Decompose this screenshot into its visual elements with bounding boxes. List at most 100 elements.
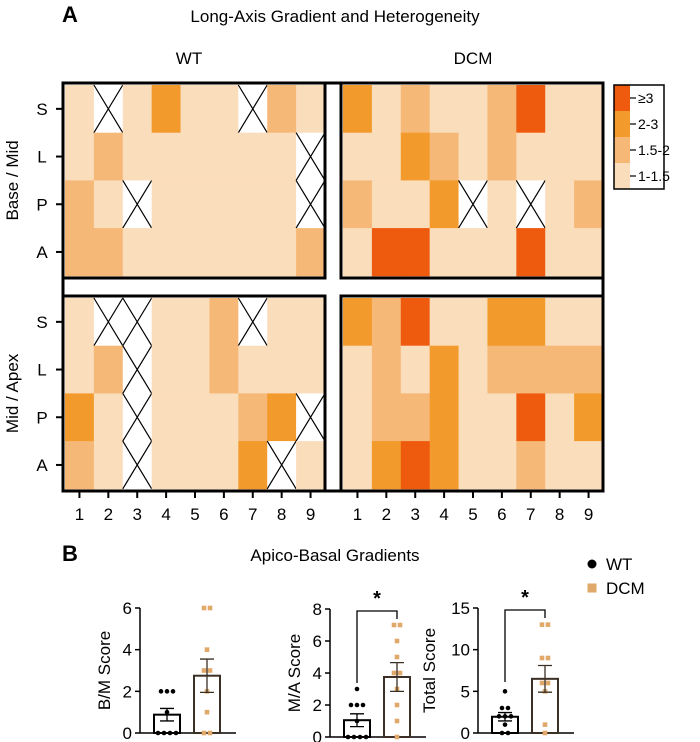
y-tick-label: 0 — [313, 728, 322, 742]
column-label: 9 — [306, 505, 315, 524]
heatmap-cell — [429, 298, 460, 347]
data-point-dcm — [545, 622, 551, 627]
y-tick-label: 5 — [461, 682, 470, 701]
data-point-wt — [505, 730, 511, 736]
bar-subplot: 0 2 4 6 B/M Score — [95, 599, 236, 742]
heatmap-cell — [343, 132, 373, 181]
heatmap-cell — [574, 298, 604, 347]
heatmap-cell — [180, 228, 210, 277]
heatmap-outer-frame — [61, 81, 605, 493]
legend-swatch — [614, 85, 630, 111]
missing-cross-icon — [295, 180, 326, 229]
data-point-dcm — [542, 730, 548, 736]
data-point-wt — [496, 714, 502, 719]
heatmap-cell — [151, 132, 182, 181]
row-label: S — [36, 100, 47, 119]
heatmap-cell — [458, 298, 488, 347]
heatmap-cell — [122, 85, 153, 134]
heatmap-cell — [343, 85, 373, 134]
heatmap-cell — [400, 85, 431, 134]
bar-subplot: 0 2 4 6 8 M/A Score * — [285, 588, 426, 742]
legend-label: ≥3 — [638, 90, 654, 106]
heatmap-cell — [458, 441, 488, 490]
error-bar — [538, 664, 552, 693]
y-axis-label: Total Score — [420, 628, 439, 713]
heatmap-cell — [209, 345, 239, 394]
heatmap-cell — [267, 228, 297, 277]
heatmap-title: Long-Axis Gradient and Heterogeneity — [190, 7, 480, 26]
data-point-wt — [173, 730, 179, 736]
data-point-wt — [161, 730, 167, 736]
data-point-wt — [164, 689, 170, 694]
data-point-dcm — [204, 709, 210, 715]
heatmap-cell — [267, 298, 297, 347]
heatmap-cell — [545, 85, 575, 134]
heatmap-cell — [238, 228, 268, 277]
heatmap-cell — [516, 441, 546, 490]
heatmap-cell — [487, 393, 517, 442]
heatmap-cell — [516, 228, 546, 277]
heatmap-cell — [487, 85, 517, 134]
heatmap-cell — [93, 393, 124, 442]
significance-marker: * — [373, 588, 381, 610]
column-label: 4 — [161, 505, 170, 524]
data-point-dcm — [394, 734, 400, 740]
heatmap-cell — [65, 441, 95, 490]
error-bar — [390, 661, 404, 693]
heatmap-cell — [343, 298, 373, 347]
y-tick-label: 0 — [123, 724, 132, 742]
heatmap-cell — [65, 180, 95, 229]
data-point-dcm — [542, 722, 548, 727]
heatmap-cell — [516, 393, 546, 442]
y-tick-label: 0 — [461, 724, 470, 742]
data-point-wt — [505, 705, 511, 711]
column-label: 8 — [277, 505, 286, 524]
heatmap-cell — [296, 441, 326, 490]
heatmap-cell — [296, 85, 326, 134]
heatmap-cell — [429, 393, 460, 442]
significance-bracket — [356, 610, 398, 683]
column-label: 2 — [104, 505, 113, 524]
heatmap-cell — [545, 345, 575, 394]
column-label: 2 — [382, 505, 391, 524]
heatmap-cell — [429, 345, 460, 394]
heatmap-cell — [487, 345, 517, 394]
missing-cross-icon — [122, 393, 153, 442]
heatmap-cell — [209, 228, 239, 277]
heatmap-cell — [545, 228, 575, 277]
heatmap-cell — [487, 298, 517, 347]
heatmap-cell — [400, 298, 431, 347]
data-point-dcm — [545, 680, 551, 686]
heatmap-cell — [516, 85, 546, 134]
data-point-wt — [348, 702, 354, 708]
heatmap-cell — [574, 85, 604, 134]
column-label: 3 — [132, 505, 141, 524]
heatmap-cell — [267, 85, 297, 134]
heatmap-cell — [545, 298, 575, 347]
heatmap-cell — [371, 441, 402, 490]
heatmap-cell — [151, 393, 182, 442]
bar-charts: 0 2 4 6 B/M Score 0 2 4 6 8 M/A Score * 0 5 10 15 Total … — [95, 555, 645, 742]
heatmap-cell — [458, 228, 488, 277]
y-tick-label: 8 — [313, 600, 322, 619]
y-tick-label: 6 — [313, 632, 322, 651]
column-label: 7 — [526, 505, 535, 524]
data-point-dcm — [201, 605, 207, 611]
heatmap-cell — [180, 132, 210, 181]
significance-bracket — [504, 609, 546, 682]
row-label: P — [36, 195, 47, 214]
heatmap-cell — [400, 441, 431, 490]
data-point-dcm — [539, 622, 545, 627]
heatmap-cell — [65, 298, 95, 347]
heatmap-cell — [429, 132, 460, 181]
heatmap-cell — [574, 132, 604, 181]
heatmap-cell — [180, 393, 210, 442]
heatmap-cell — [93, 132, 124, 181]
heatmap-cell — [400, 345, 431, 394]
missing-cross-icon — [458, 180, 488, 229]
missing-cross-icon — [515, 180, 546, 229]
heatmap-cell — [209, 180, 239, 229]
column-label: 5 — [468, 505, 477, 524]
heatmap-cell — [93, 441, 124, 490]
error-bar — [200, 658, 214, 694]
